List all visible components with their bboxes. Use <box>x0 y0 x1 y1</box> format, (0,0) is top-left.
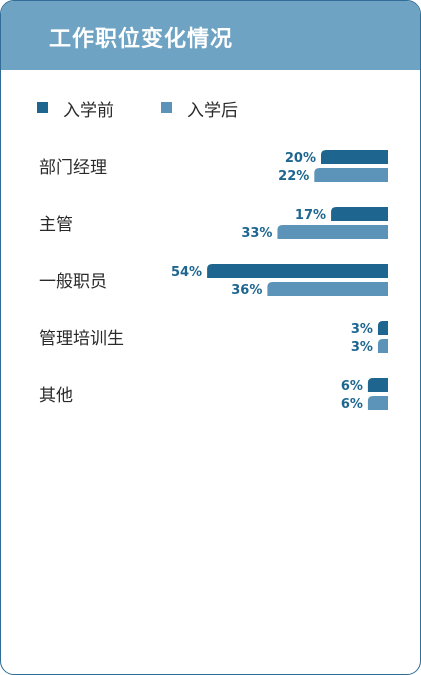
category-label: 管理培训生 <box>39 329 124 349</box>
category-label: 主管 <box>39 215 73 235</box>
bar-after <box>277 225 388 239</box>
value-label-after: 36% <box>231 283 262 298</box>
value-label-before: 20% <box>285 151 316 166</box>
value-label-after: 3% <box>351 340 373 355</box>
value-label-after: 6% <box>341 397 363 412</box>
bar-after <box>267 282 388 296</box>
bar-before <box>207 264 388 278</box>
value-label-before: 6% <box>341 379 363 394</box>
value-label-after: 22% <box>278 169 309 184</box>
category-label: 其他 <box>39 386 73 406</box>
chart-title: 工作职位变化情况 <box>49 27 234 52</box>
bar-after <box>314 168 388 182</box>
value-label-before: 3% <box>351 322 373 337</box>
value-label-after: 33% <box>241 226 272 241</box>
legend-label-before: 入学前 <box>63 101 114 121</box>
bar-after <box>377 339 388 353</box>
bar-after <box>367 396 388 410</box>
bar-before <box>367 378 388 392</box>
bar-before <box>331 207 388 221</box>
value-label-before: 17% <box>295 208 326 223</box>
bar-before <box>321 150 388 164</box>
legend-label-after: 入学后 <box>187 101 238 121</box>
legend-swatch-before <box>37 102 48 113</box>
value-label-before: 54% <box>171 265 202 280</box>
category-label: 部门经理 <box>39 158 107 178</box>
legend-swatch-after <box>161 102 172 113</box>
card-header: 工作职位变化情况 <box>1 1 420 70</box>
bar-before <box>377 321 388 335</box>
category-label: 一般职员 <box>39 272 107 292</box>
